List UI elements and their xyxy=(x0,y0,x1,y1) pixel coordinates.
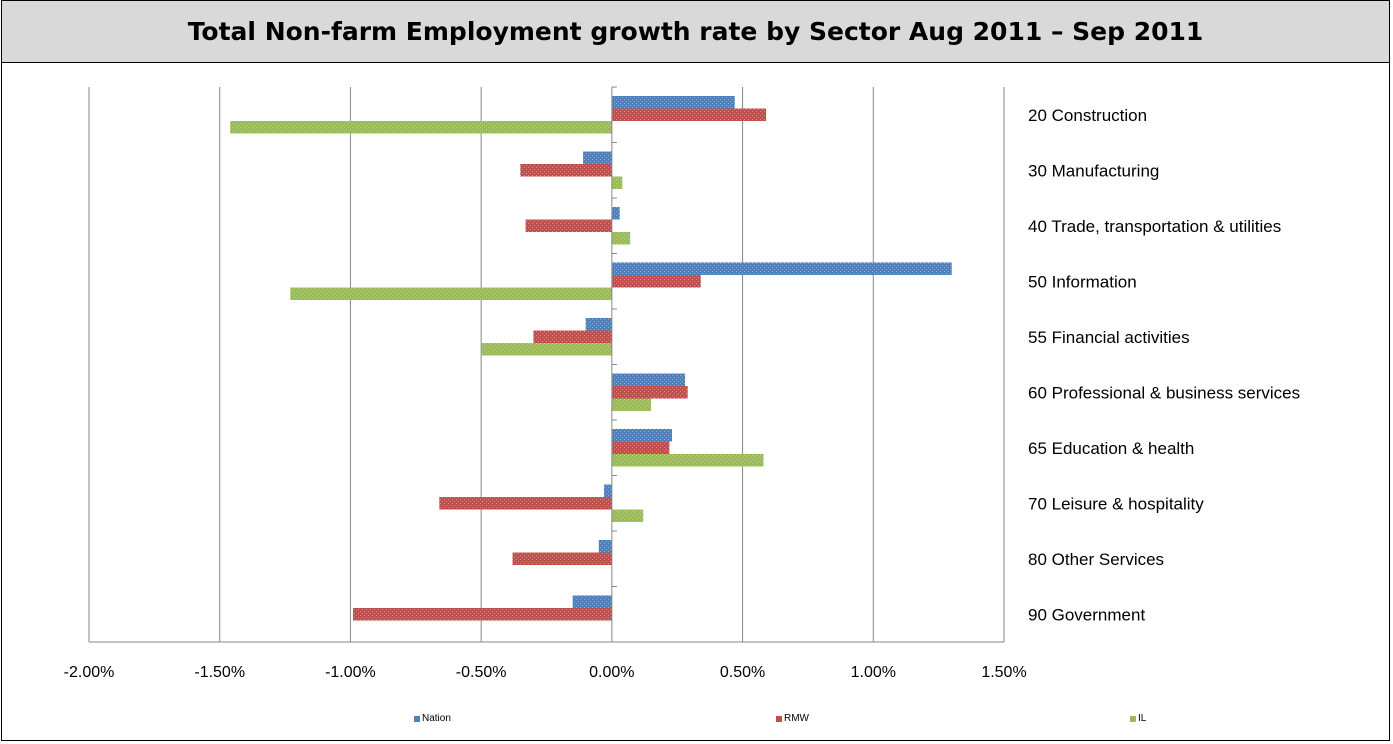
x-tick-label: 0.00% xyxy=(589,664,634,681)
bar-nation xyxy=(611,96,735,109)
bar-rmw xyxy=(611,386,688,399)
x-tick-label: -2.00% xyxy=(64,664,115,681)
bar-rmw xyxy=(439,497,612,510)
category-label: 65 Education & health xyxy=(1028,439,1194,458)
category-label: 80 Other Services xyxy=(1028,550,1164,569)
bar-rmw xyxy=(353,608,612,621)
x-tick-label: -0.50% xyxy=(456,664,507,681)
bar-rmw xyxy=(533,330,612,343)
x-tick-label: 1.50% xyxy=(981,664,1026,681)
bar-il xyxy=(611,176,623,189)
bar-rmw xyxy=(520,164,612,177)
category-label: 60 Professional & business services xyxy=(1028,383,1300,402)
legend-label: RMW xyxy=(784,713,809,724)
category-label: 50 Information xyxy=(1028,272,1137,291)
bar-nation xyxy=(611,429,672,442)
bar-il xyxy=(481,343,612,356)
category-label: 90 Government xyxy=(1028,605,1145,624)
bar-nation xyxy=(604,484,612,497)
legend-item-il: IL xyxy=(1130,713,1146,724)
chart-legend: Nation RMW IL xyxy=(2,713,1391,729)
x-tick-label: -1.50% xyxy=(194,664,245,681)
category-label: 20 Construction xyxy=(1028,106,1147,125)
legend-label: IL xyxy=(1138,713,1147,724)
bar-rmw xyxy=(611,275,701,288)
legend-item-rmw: RMW xyxy=(776,713,809,724)
bar-nation xyxy=(611,373,686,386)
chart-title: Total Non-farm Employment growth rate by… xyxy=(187,17,1204,46)
x-tick-label: 1.00% xyxy=(851,664,896,681)
legend-swatch xyxy=(1130,715,1136,722)
bar-il xyxy=(611,232,631,245)
bar-il xyxy=(611,398,652,411)
legend-label: Nation xyxy=(422,713,451,724)
legend-item-nation: Nation xyxy=(414,713,451,724)
x-tick-label: -1.00% xyxy=(325,664,376,681)
category-label: 30 Manufacturing xyxy=(1028,161,1159,180)
bar-rmw xyxy=(525,219,612,232)
bar-nation xyxy=(611,207,620,220)
bar-il xyxy=(611,509,644,522)
bar-nation xyxy=(611,262,952,275)
bar-il xyxy=(230,121,612,134)
bar-nation xyxy=(585,318,612,331)
bar-nation xyxy=(598,540,612,553)
bar-nation xyxy=(583,151,612,164)
chart-title-bar: Total Non-farm Employment growth rate by… xyxy=(2,1,1389,63)
category-label: 70 Leisure & hospitality xyxy=(1028,494,1204,513)
bar-il xyxy=(290,287,612,300)
bar-rmw xyxy=(611,441,670,454)
category-label: 55 Financial activities xyxy=(1028,328,1190,347)
bar-rmw xyxy=(611,108,767,121)
bar-il xyxy=(611,454,764,467)
legend-swatch xyxy=(776,715,782,722)
legend-swatch xyxy=(414,715,420,722)
bar-rmw xyxy=(512,552,612,565)
x-tick-label: 0.50% xyxy=(720,664,765,681)
bar-nation xyxy=(572,595,612,608)
category-label: 40 Trade, transportation & utilities xyxy=(1028,217,1281,236)
